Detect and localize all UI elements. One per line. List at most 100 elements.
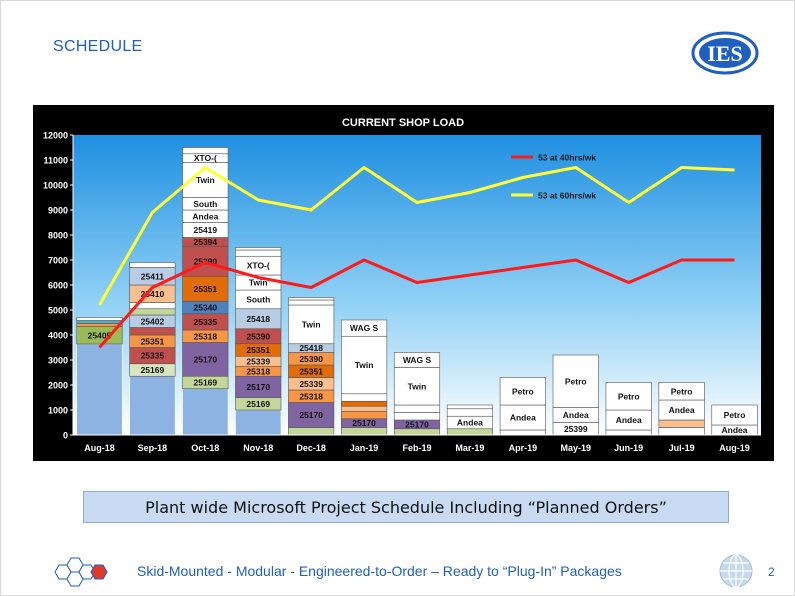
- bar-segment-label: 25170: [246, 382, 270, 392]
- logo-text: IES: [707, 41, 742, 66]
- bar-segment-label: Twin: [249, 278, 268, 288]
- bar-segment-label: 25169: [141, 365, 165, 375]
- bar-segment: [552, 354, 599, 408]
- bar-segment-label: 25339: [299, 379, 323, 389]
- bar-segment: [393, 428, 441, 436]
- y-axis: 0 1000 2000 3000 4000 5000 6000 7000 8000 9000 100…: [43, 131, 74, 441]
- bar-segment-label: Twin: [196, 175, 215, 185]
- bar-segment: [235, 249, 282, 257]
- y-tick-label: 7000: [48, 256, 68, 266]
- x-tick-label: Dec-18: [296, 443, 326, 453]
- legend-label: 53 at 60hrs/wk: [538, 191, 596, 201]
- bar-segment: [129, 262, 176, 268]
- legend: 53 at 40hrs/wk 53 at 60hrs/wk: [511, 153, 596, 201]
- bar-segment-label: 25419: [193, 225, 217, 235]
- x-tick-label: Sep-18: [138, 443, 168, 453]
- bar-segment-label: Petro: [565, 376, 587, 386]
- y-tick-label: 12000: [43, 131, 68, 141]
- bar-segment: [499, 377, 546, 406]
- bar-segment: [658, 382, 705, 401]
- y-tick-label: 1000: [48, 406, 68, 416]
- bar-segment-label: Twin: [408, 381, 427, 391]
- bar-segment-label: 25402: [141, 316, 165, 326]
- x-tick-label: Jan-19: [350, 443, 379, 453]
- bar-segment-label: Twin: [355, 360, 374, 370]
- bar-segment-label: Petro: [724, 410, 746, 420]
- bar-segment: [129, 327, 176, 336]
- bar-segment: [129, 308, 176, 316]
- bar-segment: [499, 429, 546, 436]
- x-tick-label: Apr-19: [509, 443, 538, 453]
- bar-segment: [341, 405, 388, 412]
- bar-segment-label: 25170: [405, 419, 429, 429]
- bar-segment: [288, 297, 335, 301]
- x-tick-label: Mar-19: [455, 443, 484, 453]
- bar-segment-label: 25170: [299, 410, 323, 420]
- bar-segment: [658, 427, 705, 436]
- slide-title: SCHEDULE: [53, 38, 143, 55]
- y-tick-label: 9000: [48, 206, 68, 216]
- bar-segment-label: Andea: [669, 405, 695, 415]
- bar-segment: [182, 275, 229, 302]
- bar-segment: [393, 404, 441, 413]
- bar-segment-label: 25335: [141, 351, 165, 361]
- bar-segment-label: 25390: [246, 331, 270, 341]
- bar-segment: [393, 412, 441, 421]
- bar-segment-label: South: [246, 294, 270, 304]
- globe-icon: [719, 554, 753, 588]
- chart-title: CURRENT SHOP LOAD: [342, 117, 464, 129]
- bar-segment-label: 25170: [193, 354, 217, 364]
- bar-segment-label: 25410: [141, 289, 165, 299]
- bar-segment: [446, 428, 493, 436]
- y-tick-label: 3000: [48, 356, 68, 366]
- bar-segment-label: Twin: [302, 319, 321, 329]
- bar-segment: [288, 299, 335, 306]
- bar-segment-label: 25351: [193, 284, 217, 294]
- bar-segment: [288, 304, 335, 345]
- bar-filler-segment: [76, 343, 123, 436]
- y-tick-label: 8000: [48, 231, 68, 241]
- bar-segment-label: 25169: [246, 399, 270, 409]
- bar-filler-segment: [235, 409, 282, 436]
- bar-segment: [605, 429, 652, 436]
- x-axis: Aug-18 Sep-18 Oct-18 Nov-18 Dec-18 Jan-19 Feb-…: [73, 434, 761, 453]
- bar-segment: [341, 400, 388, 407]
- bar-segment: [446, 408, 493, 417]
- bar-segment: [288, 427, 335, 436]
- bar-segment-label: Petro: [671, 386, 693, 396]
- x-tick-label: Feb-19: [402, 443, 431, 453]
- legend-label: 53 at 40hrs/wk: [538, 153, 596, 163]
- y-tick-label: 11000: [43, 156, 68, 166]
- bar-segment-label: 25318: [299, 391, 323, 401]
- bar-segment-label: 25335: [193, 317, 217, 327]
- bar-segment-label: 25169: [193, 378, 217, 388]
- caption-text: Plant wide Microsoft Project Schedule In…: [145, 497, 667, 517]
- bar-segment-label: WAG S: [350, 323, 379, 333]
- y-tick-label: 0: [63, 431, 68, 441]
- bar-segment-label: Andea: [563, 410, 589, 420]
- y-tick-label: 5000: [48, 306, 68, 316]
- bar-segment-label: Andea: [192, 211, 218, 221]
- y-tick-label: 2000: [48, 381, 68, 391]
- bar-segment-label: 25405: [88, 330, 112, 340]
- bar-segment-label: 25318: [246, 366, 270, 376]
- hexagon-cluster-icon: [54, 557, 108, 587]
- bar-segment-label: Petro: [512, 386, 534, 396]
- bar-segment: [341, 319, 388, 337]
- footer-tagline: Skid-Mounted - Modular - Engineered-to-O…: [137, 563, 622, 579]
- y-tick-label: 4000: [48, 331, 68, 341]
- x-tick-label: Aug-18: [84, 443, 115, 453]
- bar-segment-label: 25418: [299, 343, 323, 353]
- bar-segment-label: 25394: [193, 237, 217, 247]
- shop-load-chart: CURRENT SHOP LOAD 0 1000 2000 3000 4000 5000 6…: [33, 105, 774, 461]
- bar-segment-label: 25351: [299, 366, 323, 376]
- x-tick-label: Nov-18: [243, 443, 273, 453]
- bar-segment-label: 25318: [193, 331, 217, 341]
- series-line-1: [98, 166, 735, 306]
- bar-segment: [235, 247, 282, 251]
- bar-segment: [341, 410, 388, 420]
- bar-segment-label: XTO-(: [247, 261, 270, 271]
- capacity-lines: [98, 166, 735, 349]
- bar-segment-label: Petro: [618, 391, 640, 401]
